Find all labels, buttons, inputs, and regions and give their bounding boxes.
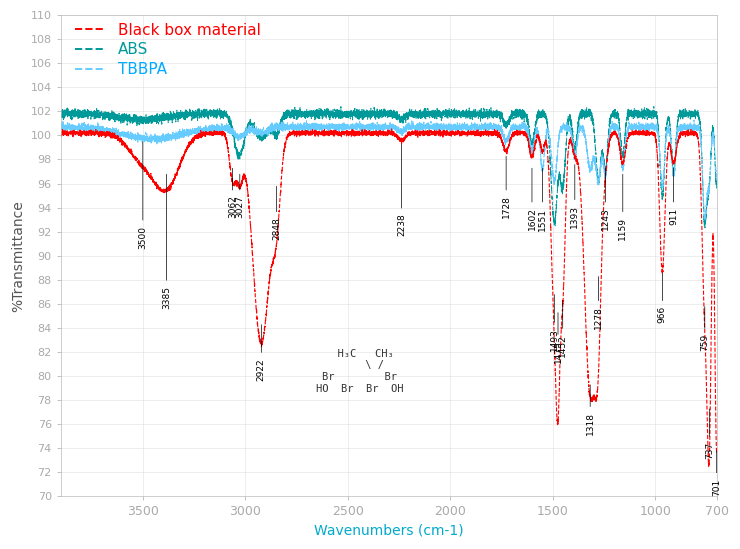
Text: 1243: 1243 (601, 168, 610, 231)
Text: 3062: 3062 (228, 168, 237, 219)
X-axis label: Wavenumbers (cm-1): Wavenumbers (cm-1) (314, 524, 464, 538)
Text: 1159: 1159 (619, 174, 628, 240)
Text: 759: 759 (700, 306, 710, 351)
Text: 966: 966 (658, 273, 667, 323)
Y-axis label: %Transmittance: %Transmittance (11, 200, 25, 312)
Text: 737: 737 (704, 409, 714, 460)
Text: 1602: 1602 (528, 168, 536, 231)
Text: 2848: 2848 (272, 186, 281, 240)
Legend: Black box material, ABS, TBBPA: Black box material, ABS, TBBPA (75, 23, 260, 77)
Text: 3027: 3027 (235, 174, 244, 219)
Text: 3500: 3500 (138, 142, 147, 249)
Text: 1551: 1551 (538, 168, 547, 231)
Text: 911: 911 (669, 168, 678, 225)
Text: H₃C   CH₃
     \ /
Br        Br
HO  Br  Br  OH: H₃C CH₃ \ / Br Br HO Br Br OH (315, 349, 403, 394)
Text: 701: 701 (712, 451, 722, 496)
Text: 1475: 1475 (554, 312, 562, 363)
Text: 2238: 2238 (397, 144, 406, 237)
Text: 1318: 1318 (585, 385, 595, 435)
Text: 1278: 1278 (594, 277, 603, 329)
Text: 1728: 1728 (502, 156, 511, 219)
Text: 1452: 1452 (558, 301, 568, 357)
Text: 1393: 1393 (571, 165, 579, 228)
Text: 2922: 2922 (257, 324, 266, 380)
Text: 3385: 3385 (162, 174, 171, 309)
Text: 1493: 1493 (550, 295, 559, 351)
